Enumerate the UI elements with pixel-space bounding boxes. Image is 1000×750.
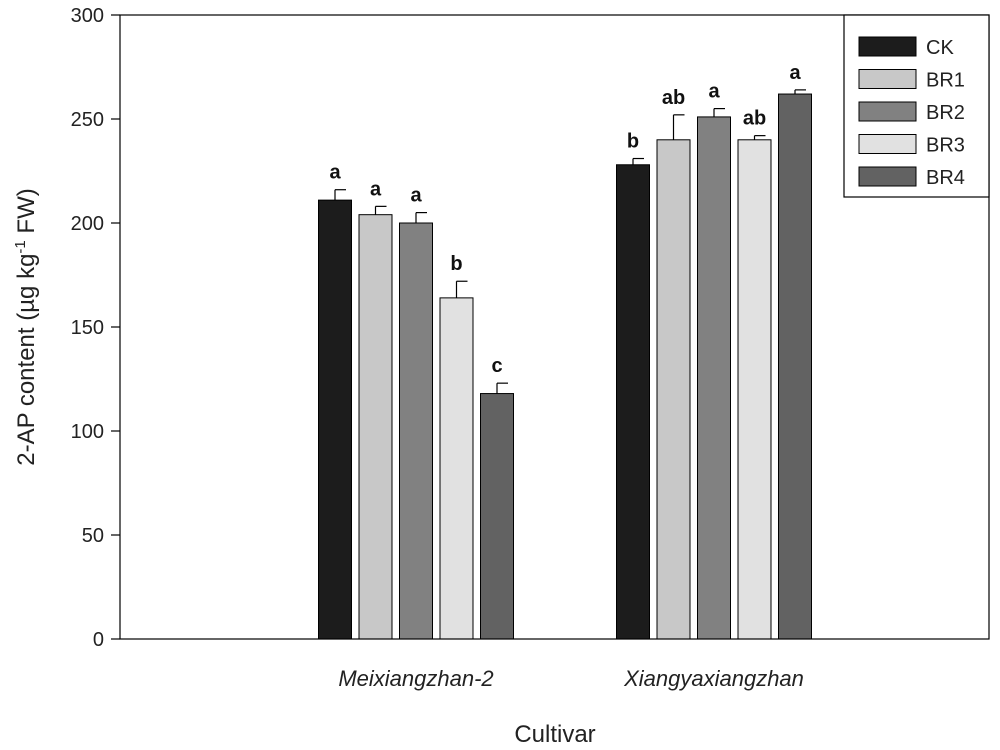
y-axis-title: 2-AP content (µg kg-1 FW) — [12, 188, 40, 466]
significance-label: b — [450, 253, 462, 275]
y-axis-title-end: FW) — [13, 188, 40, 240]
legend-label: CK — [926, 37, 954, 59]
significance-label: c — [491, 355, 502, 377]
legend-label: BR2 — [926, 102, 965, 124]
legend: CK BR1 BR2 BR3 BR4 — [843, 14, 990, 198]
legend-swatch-ck — [858, 36, 917, 57]
significance-label: ab — [743, 108, 766, 130]
y-tick-label: 150 — [71, 317, 104, 339]
y-tick-label: 200 — [71, 213, 104, 235]
category-label: Meixiangzhan-2 — [338, 666, 493, 691]
legend-swatch-br3 — [858, 134, 917, 154]
y-tick-label: 300 — [71, 5, 104, 27]
legend-swatch-br4 — [858, 166, 917, 187]
significance-label: b — [627, 131, 639, 153]
bar-br4 — [778, 93, 812, 640]
bar-br1 — [358, 214, 393, 640]
bars-layer — [318, 89, 812, 640]
bar-br3 — [737, 139, 772, 640]
legend-label: BR4 — [926, 167, 965, 189]
significance-label: ab — [662, 87, 685, 109]
legend-swatch-br2 — [858, 101, 917, 122]
bar-br2 — [399, 222, 433, 640]
significance-label: a — [329, 162, 341, 184]
significance-label: a — [708, 81, 720, 103]
bar-ck — [318, 199, 352, 640]
legend-label: BR1 — [926, 70, 965, 92]
bar-br1 — [656, 139, 691, 640]
legend-label: BR3 — [926, 135, 965, 157]
significance-label: a — [370, 178, 382, 200]
bar-group — [616, 89, 812, 640]
y-tick-label: 0 — [93, 629, 104, 651]
category-label: Xiangyaxiangzhan — [623, 666, 804, 691]
significance-label: a — [410, 185, 422, 207]
y-tick-label: 50 — [82, 525, 104, 547]
significance-label: a — [789, 62, 801, 84]
y-tick-label: 250 — [71, 109, 104, 131]
x-axis-title: Cultivar — [514, 721, 595, 748]
legend-swatch-br1 — [858, 69, 917, 89]
bar-br2 — [697, 116, 731, 640]
y-tick-label: 100 — [71, 421, 104, 443]
y-axis: 0 50 100 150 200 250 300 — [71, 5, 120, 651]
svg-text:2-AP content (µg kg-1 FW): 2-AP content (µg kg-1 FW) — [12, 188, 40, 466]
bar-group — [318, 189, 514, 640]
bar-br4 — [480, 393, 514, 640]
y-axis-title-sup: -1 — [12, 240, 29, 253]
y-axis-title-main: 2-AP content (µg kg — [13, 254, 40, 466]
bar-ck — [616, 164, 650, 640]
bar-br3 — [439, 297, 474, 640]
